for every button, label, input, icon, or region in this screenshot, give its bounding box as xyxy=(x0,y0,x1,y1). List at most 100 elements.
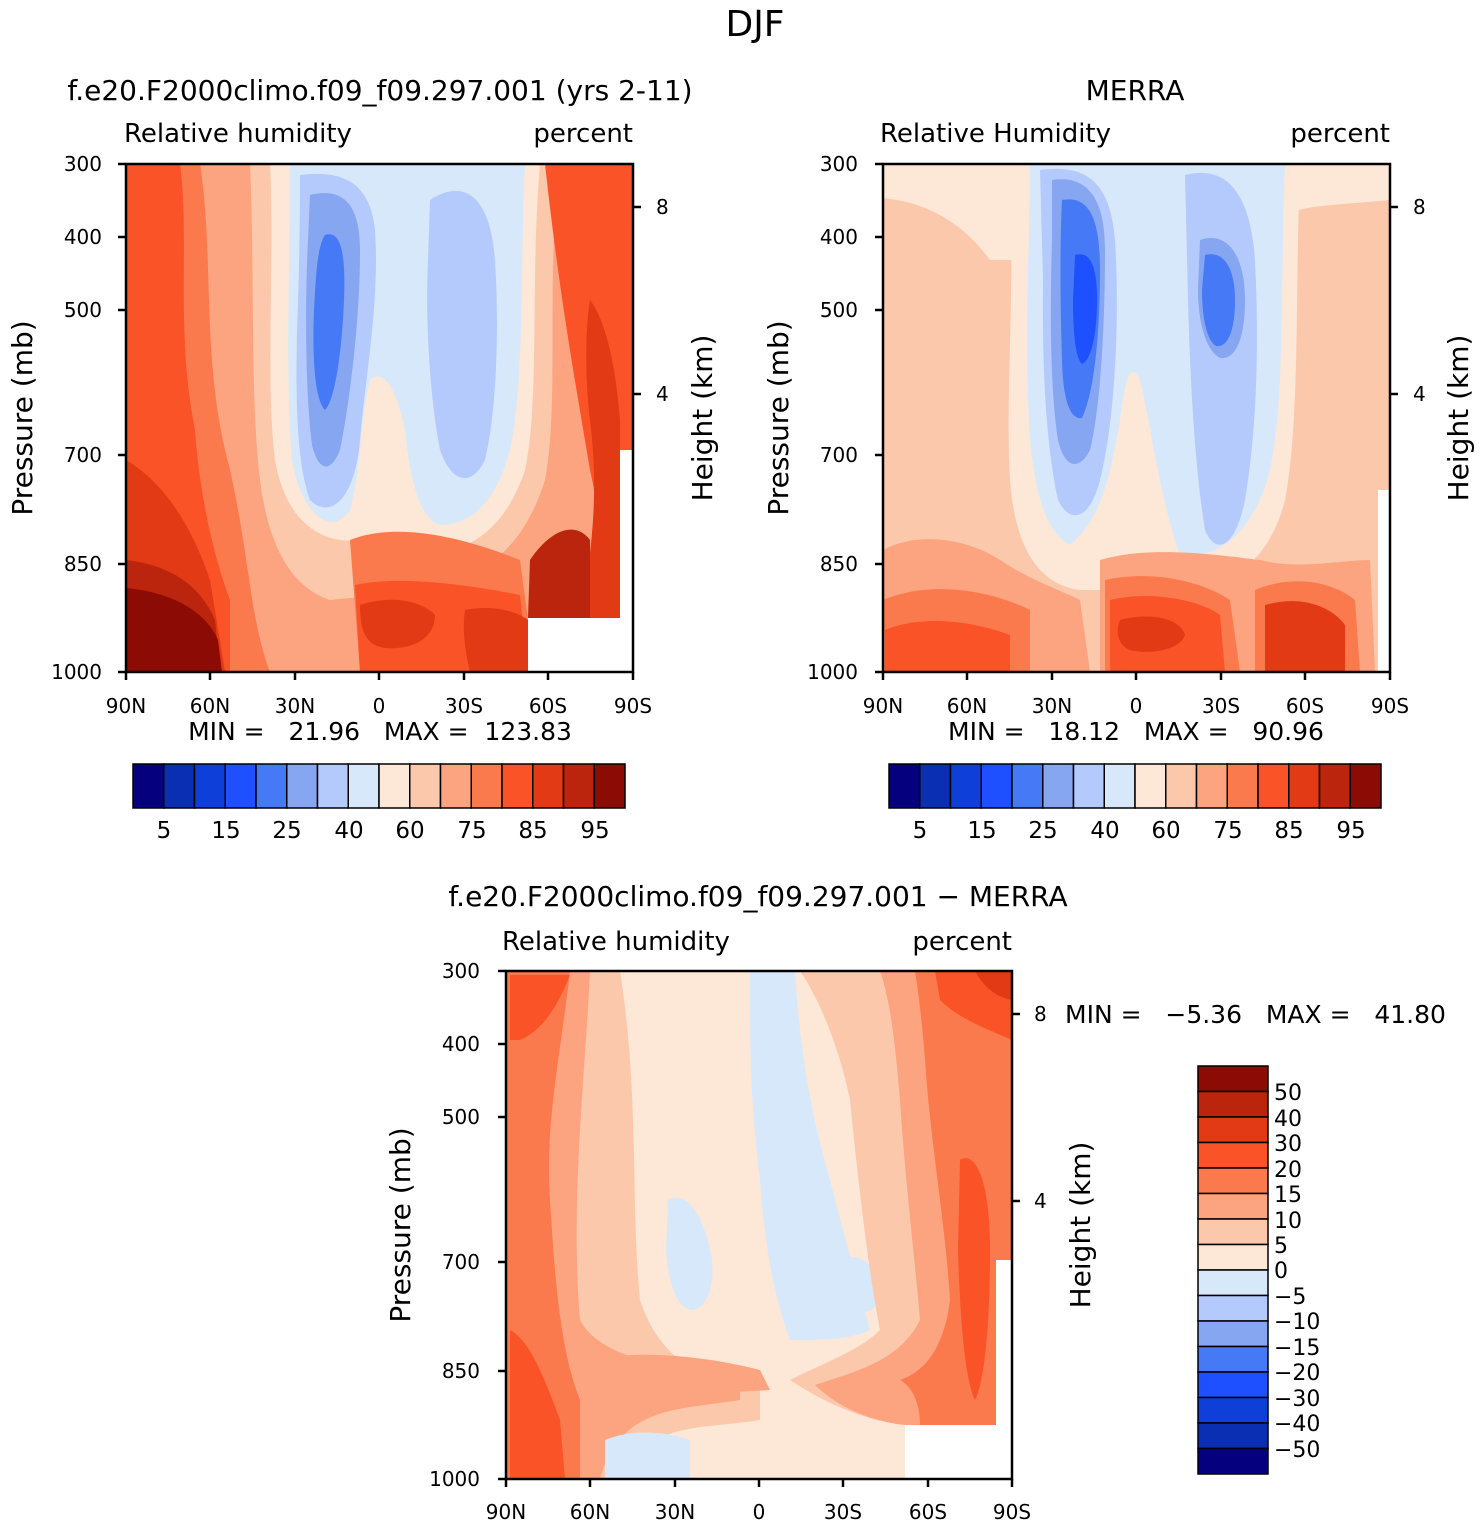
diff-region-blue-bottom xyxy=(605,1432,690,1479)
model-xtick-30n: 30N xyxy=(275,694,315,718)
panel-obs-right-ticks: 8 4 xyxy=(1390,195,1426,406)
colorbar-swatch xyxy=(1197,1090,1269,1118)
obs-region-blue-deep2 xyxy=(1202,254,1235,347)
colorbar-swatch xyxy=(470,763,503,809)
panel-diff-plot xyxy=(504,969,1014,1481)
diff-stats: MIN = −5.36 MAX = 41.80 xyxy=(1065,1000,1446,1029)
model-region-blue-deep xyxy=(313,234,345,410)
model-cb-label: 25 xyxy=(272,818,301,844)
model-ylabel: Pressure (mb) xyxy=(6,320,39,515)
model-region-sh-dark xyxy=(580,300,620,620)
model-cb-label: 85 xyxy=(518,818,547,844)
diff-cb-label: −10 xyxy=(1274,1310,1320,1335)
model-xtick-90n: 90N xyxy=(106,694,146,718)
panel-obs-y-ticks: 300 400 500 700 850 1000 xyxy=(807,152,883,684)
panel-model-left-label: Relative humidity xyxy=(124,119,352,149)
panel-obs-right-label: percent xyxy=(1290,119,1390,149)
diff-ytick-700: 700 xyxy=(442,1250,480,1274)
colorbar-swatch xyxy=(1349,763,1382,809)
colorbar-swatch xyxy=(1318,763,1351,809)
diff-missing-strip xyxy=(996,1260,1012,1425)
diff-xtick-30s: 30S xyxy=(824,1500,862,1524)
obs-xtick-60s: 60S xyxy=(1286,694,1324,718)
panel-model-right-ticks: 8 4 xyxy=(633,195,669,406)
colorbar-swatch xyxy=(1195,763,1228,809)
obs-cb-label: 95 xyxy=(1336,818,1365,844)
model-xtick-60s: 60S xyxy=(529,694,567,718)
model-missing-strip xyxy=(620,450,633,618)
model-region-low-dark xyxy=(360,599,435,649)
diff-xtick-90n: 90N xyxy=(486,1500,526,1524)
model-htick-8: 8 xyxy=(656,195,669,219)
colorbar-swatch xyxy=(1197,1345,1269,1373)
obs-ytick-850: 850 xyxy=(820,552,858,576)
diff-cb-label: 40 xyxy=(1274,1107,1302,1132)
diff-cb-label: −15 xyxy=(1274,1336,1320,1361)
model-colorbar xyxy=(132,763,626,809)
obs-xtick-30n: 30N xyxy=(1032,694,1072,718)
diff-cb-label: −40 xyxy=(1274,1412,1320,1437)
model-stats: MIN = 21.96 MAX = 123.83 xyxy=(188,717,572,746)
panel-model-plot xyxy=(124,162,635,674)
obs-ytick-700: 700 xyxy=(820,443,858,467)
colorbar-swatch xyxy=(1197,1320,1269,1348)
diff-region-nh-dark2 xyxy=(510,1330,565,1479)
obs-cb-label: 85 xyxy=(1274,818,1303,844)
diff-htick-8: 8 xyxy=(1034,1002,1047,1026)
colorbar-swatch xyxy=(562,763,595,809)
panel-diff: f.e20.F2000climo.f09_f09.297.001 − MERRA… xyxy=(384,880,1446,1524)
diff-cb-label: 30 xyxy=(1274,1132,1302,1157)
diff-region-sh-darker xyxy=(975,971,1012,1000)
obs-ytick-400: 400 xyxy=(820,225,858,249)
panel-model-x-ticks: 90N 60N 30N 0 30S 60S 90S xyxy=(106,672,652,718)
panel-diff-y-ticks: 300 400 500 700 850 1000 xyxy=(429,959,506,1491)
obs-colorbar xyxy=(888,763,1382,809)
colorbar-swatch xyxy=(1197,1167,1269,1195)
panel-diff-x-ticks: 90N 60N 30N 0 30S 60S 90S xyxy=(486,1479,1031,1524)
colorbar-swatch xyxy=(1288,763,1321,809)
model-cb-label: 40 xyxy=(334,818,363,844)
colorbar-swatch xyxy=(919,763,952,809)
diff-region-nh-low-band xyxy=(580,1354,770,1395)
obs-stats: MIN = 18.12 MAX = 90.96 xyxy=(948,717,1324,746)
diff-xtick-0: 0 xyxy=(753,1500,766,1524)
diff-ytick-1000: 1000 xyxy=(429,1467,480,1491)
diff-cb-label: −50 xyxy=(1274,1438,1320,1463)
obs-region-blue-deeper xyxy=(1073,254,1097,364)
colorbar-swatch xyxy=(1197,1422,1269,1450)
diff-region-sh-low xyxy=(958,1158,990,1400)
obs-cb-label: 5 xyxy=(913,818,928,844)
panel-model: f.e20.F2000climo.f09_f09.297.001 (yrs 2-… xyxy=(6,74,719,844)
model-cb-label: 5 xyxy=(157,818,172,844)
diff-cb-label: 10 xyxy=(1274,1209,1302,1234)
diff-cb-label: 0 xyxy=(1274,1259,1288,1284)
obs-ylabel-right: Height (km) xyxy=(1442,335,1475,502)
colorbar-swatch xyxy=(980,763,1013,809)
obs-ylabel: Pressure (mb) xyxy=(762,320,795,515)
colorbar-swatch xyxy=(255,763,288,809)
diff-ytick-850: 850 xyxy=(442,1359,480,1383)
diff-cb-label: 15 xyxy=(1274,1183,1302,1208)
obs-xtick-30s: 30S xyxy=(1202,694,1240,718)
model-region-low-dark2 xyxy=(463,608,528,672)
colorbar-swatch xyxy=(347,763,380,809)
colorbar-swatch xyxy=(1134,763,1167,809)
colorbar-swatch xyxy=(1197,1218,1269,1246)
panel-obs-left-label: Relative Humidity xyxy=(880,119,1111,149)
panel-diff-right-ticks: 8 4 xyxy=(1012,1002,1047,1213)
panel-obs-plot xyxy=(881,162,1392,674)
colorbar-swatch xyxy=(1257,763,1290,809)
panel-diff-right-label: percent xyxy=(912,927,1012,957)
panel-obs-title: MERRA xyxy=(1086,74,1185,107)
panel-obs-x-ticks: 90N 60N 30N 0 30S 60S 90S xyxy=(863,672,1409,718)
model-ytick-300: 300 xyxy=(64,152,102,176)
diff-xtick-90s: 90S xyxy=(993,1500,1031,1524)
colorbar-swatch xyxy=(1165,763,1198,809)
obs-ytick-300: 300 xyxy=(820,152,858,176)
model-xtick-30s: 30S xyxy=(445,694,483,718)
panel-obs: MERRA Relative Humidity percent xyxy=(762,74,1475,844)
diff-cb-label: 5 xyxy=(1274,1234,1288,1259)
diff-region-blue-center xyxy=(750,971,870,1340)
colorbar-swatch xyxy=(1197,1192,1269,1220)
